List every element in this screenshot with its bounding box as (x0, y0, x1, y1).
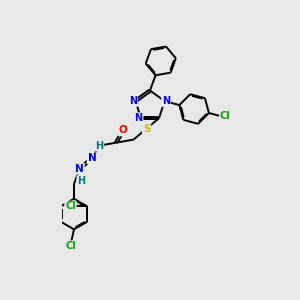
Text: Cl: Cl (66, 241, 76, 251)
Text: S: S (143, 124, 150, 134)
Text: N: N (88, 153, 96, 164)
Text: O: O (119, 125, 128, 135)
Text: N: N (135, 113, 143, 123)
Text: Cl: Cl (220, 111, 231, 122)
Text: Cl: Cl (65, 201, 76, 212)
Text: N: N (162, 96, 170, 106)
Text: H: H (95, 141, 103, 151)
Text: N: N (129, 96, 137, 106)
Text: H: H (77, 176, 86, 186)
Text: N: N (75, 164, 84, 174)
